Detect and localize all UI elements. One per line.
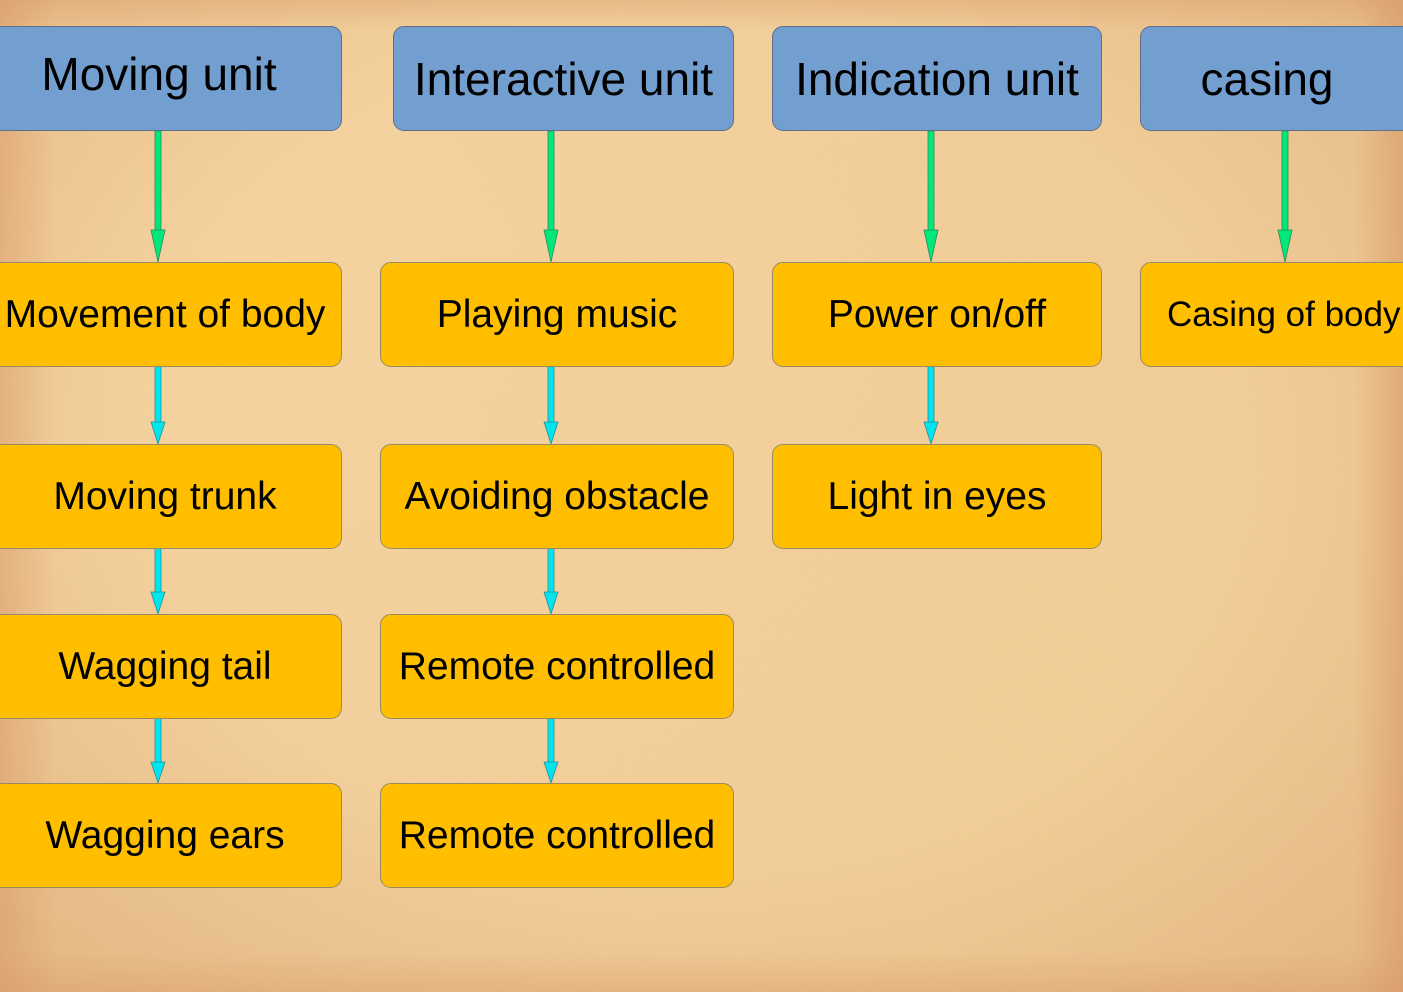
header-label: Interactive unit [413, 52, 714, 105]
item-arrow [543, 717, 559, 785]
node-label: Casing of body [1167, 294, 1401, 334]
node-label: Remote controlled [398, 813, 716, 857]
node-label: Moving trunk [53, 474, 277, 518]
node-remote-controlled: Remote controlled [380, 614, 734, 719]
node-label: Wagging ears [45, 813, 285, 857]
header-moving-unit: Moving unit [0, 26, 342, 131]
node-moving-trunk: Moving trunk [0, 444, 342, 549]
item-arrow [543, 365, 559, 446]
node-wagging-ears: Wagging ears [0, 783, 342, 888]
header-label: Moving unit [41, 47, 277, 100]
item-arrow [150, 717, 166, 785]
header-casing: casing [1140, 26, 1403, 131]
item-arrow [923, 365, 939, 446]
node-light-in-eyes: Light in eyes [772, 444, 1102, 549]
node-label: Avoiding obstacle [404, 474, 710, 518]
node-casing-of-body: Casing of body [1140, 262, 1403, 367]
node-label: Remote controlled [398, 644, 716, 688]
node-label: Light in eyes [827, 474, 1047, 518]
item-arrow [150, 547, 166, 616]
item-arrow [543, 547, 559, 616]
node-remote-controlled: Remote controlled [380, 783, 734, 888]
node-wagging-tail: Wagging tail [0, 614, 342, 719]
header-label: Indication unit [795, 52, 1079, 105]
node-power-on-off: Power on/off [772, 262, 1102, 367]
node-label: Playing music [436, 292, 678, 336]
header-interactive-unit: Interactive unit [393, 26, 734, 131]
node-label: Movement of body [4, 292, 326, 336]
header-arrow-casing [1277, 130, 1293, 263]
header-indication-unit: Indication unit [772, 26, 1102, 131]
node-label: Power on/off [827, 292, 1047, 336]
header-label: casing [1200, 52, 1334, 105]
node-label: Wagging tail [58, 644, 272, 688]
header-arrow-indication-unit [923, 130, 939, 263]
node-playing-music: Playing music [380, 262, 734, 367]
item-arrow [150, 365, 166, 446]
header-arrow-interactive-unit [543, 130, 559, 263]
header-arrow-moving-unit [150, 130, 166, 263]
node-avoiding-obstacle: Avoiding obstacle [380, 444, 734, 549]
node-movement-of-body: Movement of body [0, 262, 342, 367]
